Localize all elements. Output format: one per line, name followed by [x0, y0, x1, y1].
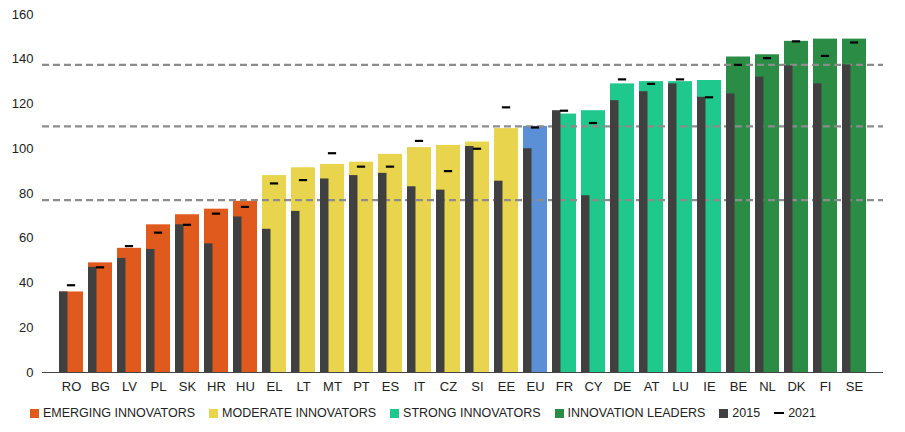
svg-text:AT: AT [644, 379, 660, 394]
svg-text:20: 20 [19, 320, 33, 335]
svg-text:PL: PL [151, 379, 167, 394]
svg-text:100: 100 [12, 141, 34, 156]
svg-text:EL: EL [267, 379, 283, 394]
html-text:2015: 2015 [732, 406, 761, 420]
svg-text:RO: RO [62, 379, 82, 394]
html-text:EMERGING INNOVATORS: EMERGING INNOVATORS [43, 406, 196, 420]
svg-text:HU: HU [236, 379, 255, 394]
svg-text:CZ: CZ [440, 379, 457, 394]
svg-text:EE: EE [498, 379, 516, 394]
svg-text:FI: FI [820, 379, 832, 394]
svg-text:40: 40 [19, 275, 33, 290]
svg-text:MT: MT [323, 379, 342, 394]
svg-text:80: 80 [19, 186, 33, 201]
svg-text:0: 0 [26, 365, 33, 380]
svg-text:ES: ES [382, 379, 400, 394]
html-text:INNOVATION LEADERS: INNOVATION LEADERS [567, 406, 706, 420]
svg-text:DK: DK [787, 379, 805, 394]
svg-text:IT: IT [414, 379, 426, 394]
svg-text:FR: FR [556, 379, 573, 394]
svg-text:SK: SK [179, 379, 197, 394]
svg-text:120: 120 [12, 96, 34, 111]
svg-text:160: 160 [12, 7, 34, 22]
svg-text:HR: HR [207, 379, 226, 394]
svg-text:IE: IE [703, 379, 716, 394]
svg-text:CY: CY [584, 379, 602, 394]
html-text:STRONG INNOVATORS: STRONG INNOVATORS [403, 406, 541, 420]
svg-text:LU: LU [672, 379, 689, 394]
svg-text:NL: NL [759, 379, 776, 394]
svg-text:140: 140 [12, 51, 34, 66]
svg-text:PT: PT [353, 379, 370, 394]
svg-text:SI: SI [471, 379, 483, 394]
svg-text:60: 60 [19, 230, 33, 245]
svg-text:BG: BG [91, 379, 110, 394]
svg-text:SE: SE [846, 379, 864, 394]
svg-text:EU: EU [526, 379, 544, 394]
html-text:MODERATE INNOVATORS: MODERATE INNOVATORS [222, 406, 377, 420]
svg-text:BE: BE [730, 379, 748, 394]
svg-text:LV: LV [122, 379, 137, 394]
svg-text:DE: DE [613, 379, 631, 394]
svg-text:LT: LT [296, 379, 310, 394]
html-text:2021: 2021 [788, 406, 816, 420]
